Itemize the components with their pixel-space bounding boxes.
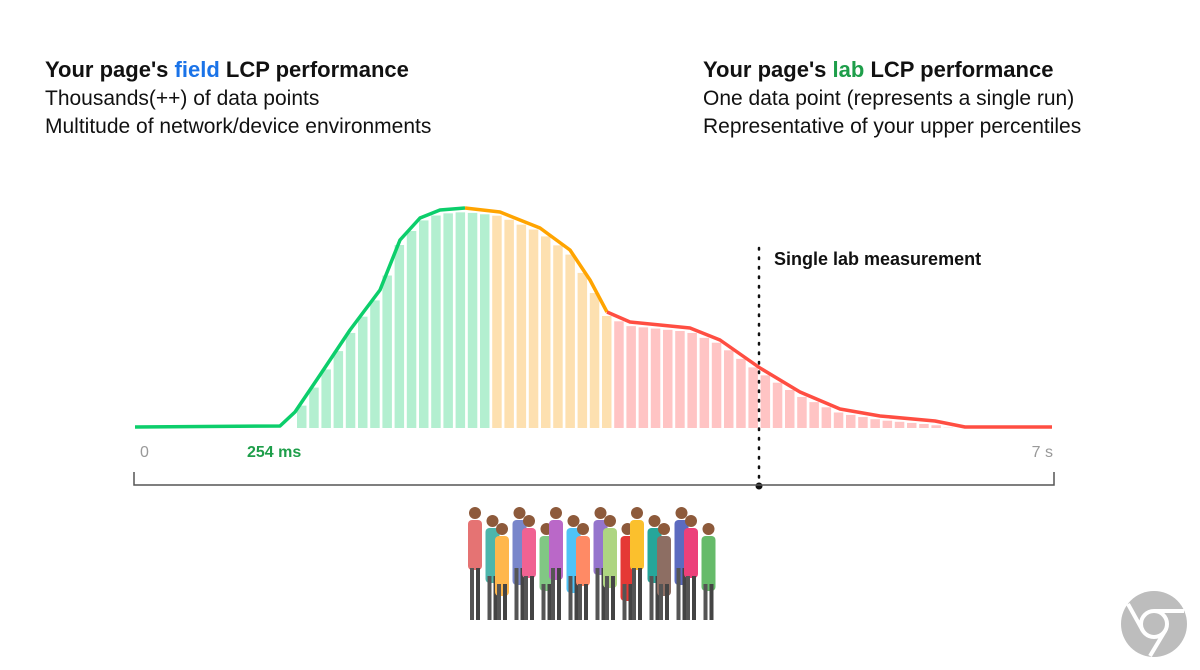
histogram-bar-poor [760, 375, 771, 428]
histogram-bar-poor [626, 326, 636, 428]
person-figure [522, 515, 536, 620]
histogram-bar-poor [797, 396, 807, 428]
curve-good [134, 206, 466, 429]
histogram-bar-poor [736, 358, 746, 428]
histogram-bar-good [431, 215, 441, 428]
histogram-bar-needs_improvement [577, 272, 588, 428]
histogram-bar-needs_improvement [504, 219, 514, 428]
person-figure [468, 507, 482, 620]
lab-title: Your page's lab LCP performance [703, 56, 1081, 85]
histogram-bar-poor [821, 407, 832, 428]
chrome-logo [1121, 591, 1187, 658]
histogram-bar-needs_improvement [565, 254, 575, 428]
histogram-bar-poor [870, 419, 880, 428]
person-figure [603, 515, 617, 620]
histogram-bar-poor [858, 417, 868, 428]
histogram-bar-poor [614, 321, 624, 428]
histogram-bar-good [419, 220, 429, 428]
field-highlight: field [174, 57, 220, 82]
distribution-curve [134, 206, 1052, 429]
histogram-bar-needs_improvement [553, 245, 563, 428]
lab-description: Your page's lab LCP performance One data… [703, 56, 1081, 142]
histogram-bar-poor [931, 425, 941, 428]
histogram-bar-good [370, 300, 380, 428]
histogram-bar-needs_improvement [541, 236, 551, 428]
title-suffix: LCP performance [864, 57, 1054, 82]
x-marker-label: 254 ms [247, 444, 301, 461]
field-line-2: Multitude of network/device environments [45, 115, 432, 138]
lab-line-2: Representative of your upper percentiles [703, 115, 1082, 138]
histogram-bar-needs_improvement [602, 316, 612, 428]
person-figure [495, 523, 509, 620]
histogram-bar-good [406, 231, 417, 428]
histogram-bar-good [467, 212, 478, 428]
x-end-label: 7 s [1032, 444, 1053, 461]
curve-poor [606, 310, 1052, 429]
histogram-bar-good [333, 351, 344, 428]
lab-annotation: Single lab measurement [774, 249, 981, 269]
crowd-illustration [468, 507, 716, 620]
histogram-bar-poor [882, 420, 893, 428]
field-line-1: Thousands(++) of data points [45, 86, 320, 110]
x-range-bracket [133, 472, 1055, 486]
person-figure [657, 523, 671, 620]
lab-line-1: One data point (represents a single run) [703, 86, 1075, 110]
histogram-bar-good [443, 213, 453, 428]
curve-needs-improvement [464, 206, 609, 313]
histogram-bar-poor [675, 331, 685, 428]
histogram-bar-poor [663, 329, 673, 428]
histogram-bar-good [382, 275, 392, 428]
histogram-bar-poor [711, 342, 722, 428]
histogram-bar-good [455, 212, 466, 428]
histogram-bar-good [480, 214, 490, 428]
histogram-bar-needs_improvement [528, 229, 539, 428]
title-prefix: Your page's [703, 57, 833, 82]
histogram-bar-good [345, 332, 356, 428]
person-figure [701, 523, 716, 620]
field-title: Your page's field LCP performance [45, 56, 431, 85]
histogram-bar-poor [638, 327, 649, 428]
lab-highlight: lab [832, 57, 865, 82]
histogram-bar-needs_improvement [516, 224, 527, 428]
histogram-bar-poor [846, 414, 856, 428]
histogram-bar-good [321, 369, 331, 428]
x-start-label: 0 [140, 444, 149, 461]
person-figure [684, 515, 698, 620]
title-suffix: LCP performance [219, 57, 409, 82]
histogram-bar-poor [919, 424, 929, 428]
histogram-bar-poor [699, 337, 710, 428]
histogram-bar-poor [724, 350, 734, 428]
person-figure [549, 507, 563, 620]
histogram-bar-good [297, 405, 307, 428]
histogram-bar-needs_improvement [492, 215, 502, 428]
person-figure [576, 523, 590, 620]
histogram-bar-poor [687, 332, 697, 428]
histogram-bar-needs_improvement [589, 293, 600, 428]
histogram-bar-poor [785, 390, 795, 428]
histogram-bar-poor [748, 367, 758, 428]
lab-measurement-dot [755, 482, 763, 490]
histogram-bar-good [309, 387, 319, 428]
histogram-bar-poor [833, 412, 844, 428]
histogram-bar-good [394, 245, 405, 428]
histogram-bar-poor [650, 328, 661, 428]
histogram-bar-poor [772, 382, 783, 428]
histogram-bar-good [358, 316, 368, 428]
histogram-bar-poor [894, 421, 905, 428]
field-description: Your page's field LCP performance Thousa… [45, 56, 431, 142]
title-prefix: Your page's [45, 57, 175, 82]
histogram-bars [297, 212, 954, 428]
histogram-bar-poor [907, 422, 917, 428]
person-figure [630, 507, 644, 620]
histogram-bar-poor [809, 402, 819, 428]
